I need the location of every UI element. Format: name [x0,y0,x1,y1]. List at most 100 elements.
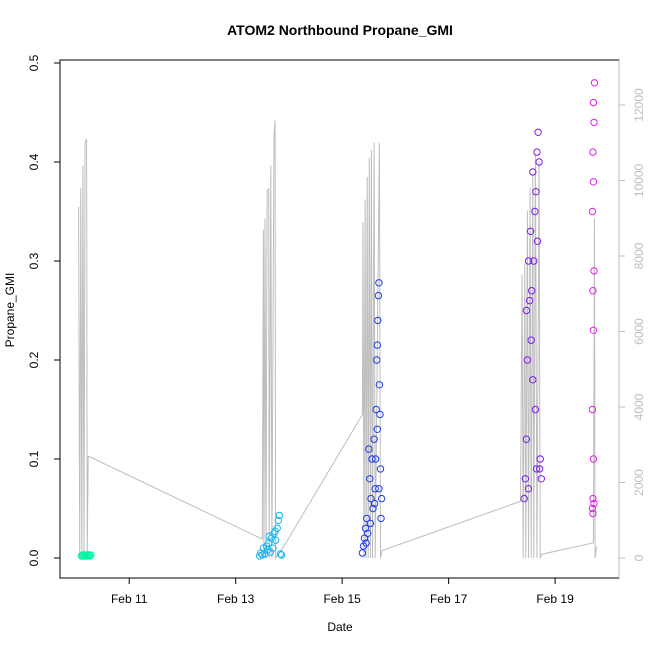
data-point [529,376,537,384]
data-point [588,207,597,216]
data-point [376,410,384,419]
data-point [527,336,535,344]
data-point [364,529,372,537]
data-point [530,257,538,265]
data-point [358,549,367,557]
data-point [368,455,376,463]
data-point [265,532,273,540]
x-tick-label: Feb 17 [430,592,468,606]
data-point [82,551,91,559]
data-point [371,485,379,493]
data-point [375,279,383,287]
x-tick-label: Feb 13 [217,592,255,606]
x-tick-label: Feb 19 [536,592,574,606]
data-point [537,475,545,483]
data-point [588,405,597,414]
right-tick-label: 6000 [632,318,646,345]
data-point [531,405,540,414]
data-point [275,511,283,520]
y-tick-label: 0.4 [27,153,41,170]
y-tick-label: 0.1 [27,450,41,467]
right-tick-label: 12000 [632,88,646,122]
data-point [534,128,542,137]
data-point [521,475,529,483]
data-point [531,207,539,216]
data-point [590,118,598,127]
data-point [536,465,544,473]
data-point [372,405,380,414]
data-point [524,485,533,493]
data-point [529,168,537,176]
data-point [377,494,386,503]
data-point [590,267,598,275]
y-tick-label: 0.0 [27,549,41,566]
data-point [370,499,379,508]
data-point [84,552,92,560]
data-point [377,514,385,523]
data-point [528,287,536,295]
data-point [589,455,598,463]
data-point [369,504,377,513]
y-tick-label: 0.3 [27,252,41,269]
data-point [589,509,597,518]
x-tick-label: Feb 15 [323,592,361,606]
altitude-line-layer [78,120,598,560]
data-point [87,551,95,559]
data-point [533,148,541,156]
data-point [525,296,534,305]
data-point [535,158,543,166]
data-point [367,494,375,503]
data-point [589,148,597,156]
data-point [370,435,378,443]
axes-layer: Feb 11 Feb 13 Feb 15 Feb 17 Feb 19 0.0 0.1 0.2 0… [27,54,646,606]
data-point [533,237,542,245]
right-tick-label: 2000 [632,469,646,496]
data-point [375,381,384,389]
x-tick-label: Feb 11 [111,592,148,606]
data-point [366,475,374,483]
data-point [261,550,269,558]
data-point [532,465,541,473]
data-point [375,485,383,493]
data-point [363,514,371,523]
data-point [526,227,535,236]
data-point [536,455,544,463]
data-point [365,445,373,453]
data-point [81,552,90,560]
data-point [589,178,598,186]
data-point [524,257,533,265]
x-axis-label: Date [327,620,353,634]
data-point [85,551,93,559]
data-point [86,552,94,560]
data-point [590,79,599,87]
data-point [271,527,279,535]
data-point [520,494,528,503]
data-point [372,455,380,463]
altitude-line [78,120,598,560]
data-point [532,188,540,196]
data-point [589,326,598,334]
data-point [523,356,532,364]
right-tick-label: 4000 [632,393,646,420]
data-point [522,435,531,443]
data-point [590,499,598,508]
data-point [589,287,597,295]
data-point [589,98,598,107]
chart-title: ATOM2 Northbound Propane_GMI [227,22,453,38]
right-tick-label: 0 [632,554,646,561]
data-point [361,524,370,532]
data-point [366,519,375,528]
points-layer [77,79,599,560]
data-point [276,550,285,558]
data-point [374,291,383,300]
y-tick-label: 0.5 [27,54,41,71]
data-point [376,465,385,473]
data-point [522,306,531,315]
data-point [373,425,381,433]
y-tick-label: 0.2 [27,351,41,368]
right-tick-label: 8000 [632,242,646,269]
data-point [373,356,381,364]
data-point [589,494,597,503]
data-point [271,536,280,544]
